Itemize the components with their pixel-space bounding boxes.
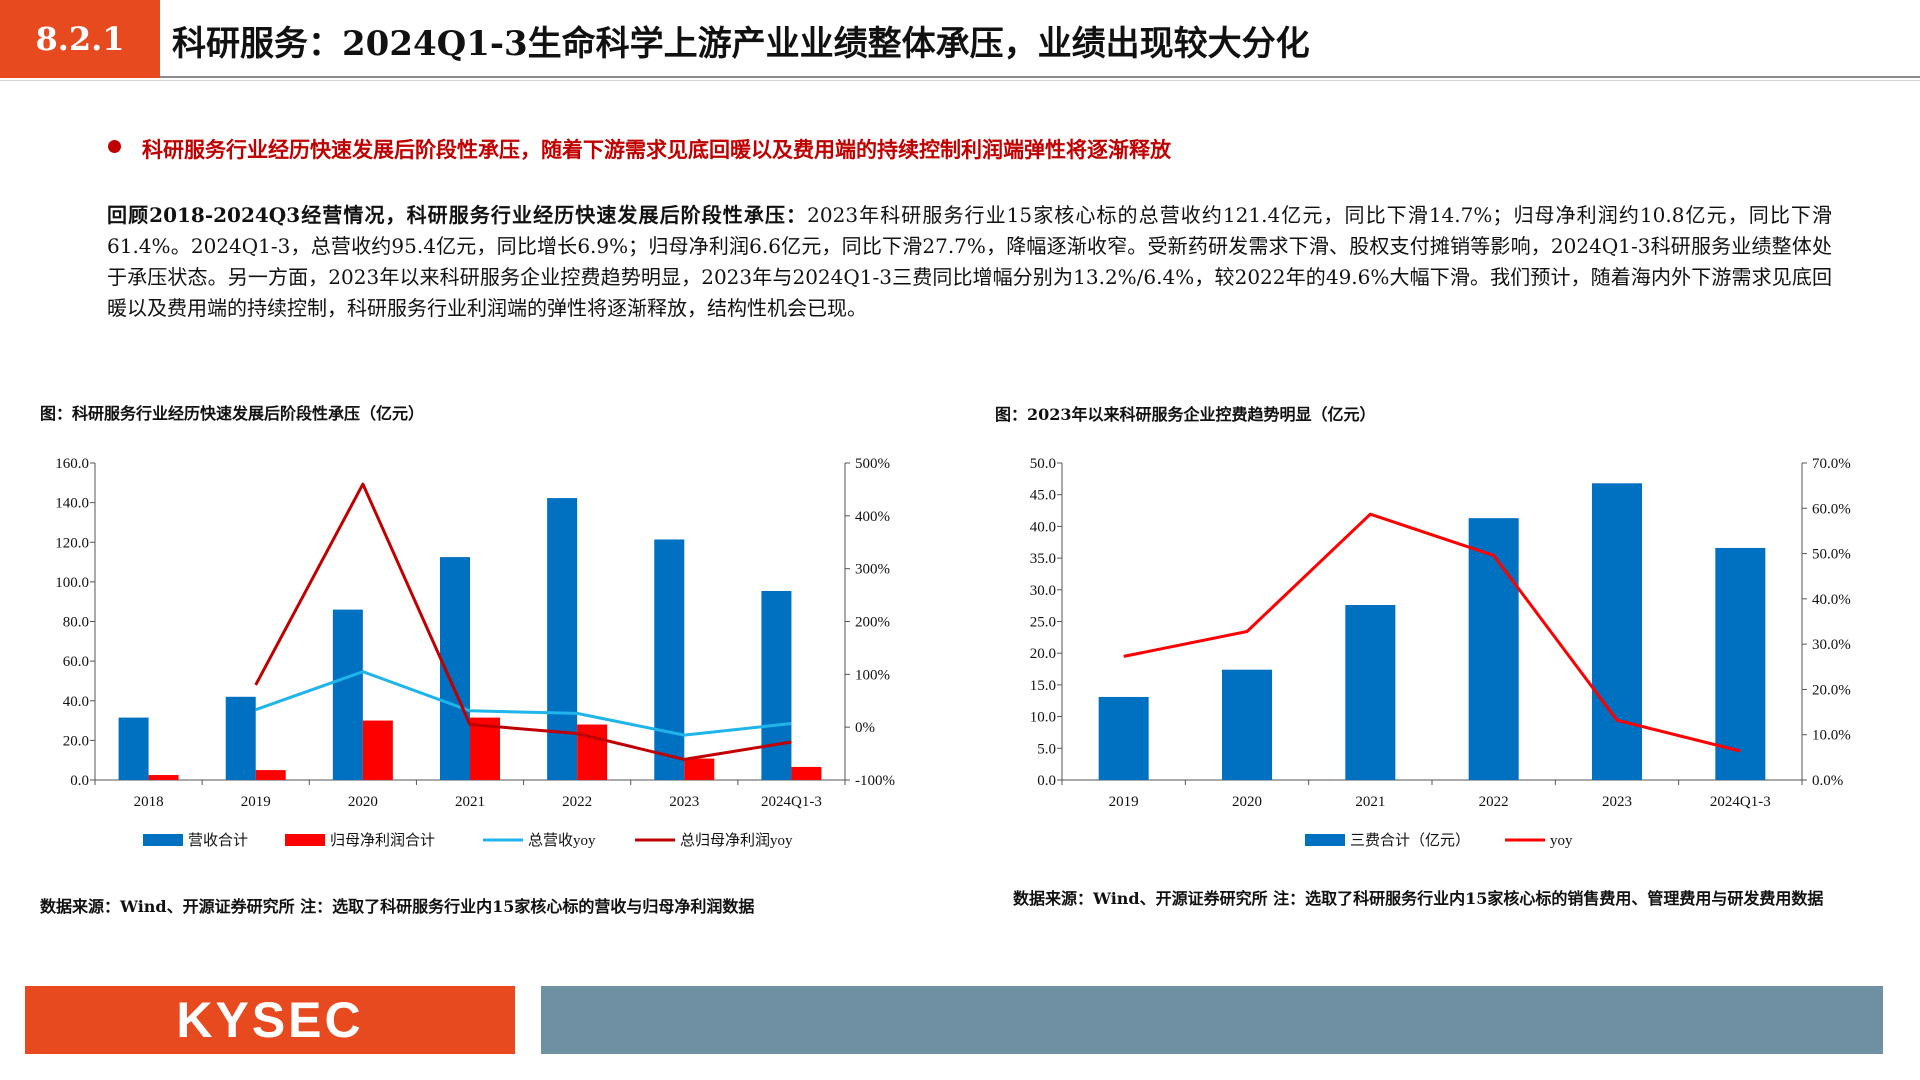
chart2-title: 图：2023年以来科研服务企业控费趋势明显（亿元） bbox=[995, 405, 1376, 424]
chart1-bar-1 bbox=[225, 696, 256, 780]
chart1-bar-2 bbox=[148, 775, 179, 780]
chart1-left-tick-label: 60.0 bbox=[63, 654, 89, 670]
chart1-right-tick-label: 400% bbox=[855, 509, 890, 525]
chart2-right-tick-label: 50.0% bbox=[1812, 547, 1851, 563]
chart1-legend-label: 营收合计 bbox=[188, 832, 248, 849]
summary-paragraph: 回顾2018-2024Q3经营情况，科研服务行业经历快速发展后阶段性承压：202… bbox=[107, 200, 1832, 324]
chart1-left-tick-label: 20.0 bbox=[63, 733, 89, 749]
chart1-legend-label: 总营收yoy bbox=[528, 832, 596, 849]
chart2-right-tick-label: 0.0% bbox=[1812, 773, 1843, 789]
chart1-line-2 bbox=[254, 482, 792, 761]
chart2-bar-1 bbox=[1715, 547, 1766, 780]
bullet-dot-icon bbox=[108, 140, 121, 153]
chart1-x-tick-label: 2020 bbox=[348, 794, 378, 810]
chart1-legend-swatch bbox=[285, 834, 325, 846]
chart1-left-tick-label: 40.0 bbox=[63, 694, 89, 710]
chart2-x-tick-label: 2024Q1-3 bbox=[1710, 794, 1771, 810]
chart1-bar-2 bbox=[577, 724, 608, 780]
chart2-bar-1 bbox=[1345, 605, 1396, 780]
chart1-legend-label: 总归母净利润yoy bbox=[680, 832, 793, 849]
chart1-legend-swatch bbox=[143, 834, 183, 846]
chart2-left-tick-label: 50.0 bbox=[1030, 456, 1056, 472]
chart2-left-tick-label: 25.0 bbox=[1030, 615, 1056, 631]
chart2-x-tick-label: 2021 bbox=[1355, 794, 1385, 810]
chart2-source-note: 数据来源：Wind、开源证券研究所 注：选取了科研服务行业内15家核心标的销售费… bbox=[1013, 889, 1824, 908]
chart2-left-tick-label: 30.0 bbox=[1030, 583, 1056, 599]
chart1-bar-1 bbox=[654, 539, 685, 780]
chart2-bar-1 bbox=[1222, 669, 1272, 780]
chart1-right-tick-label: 300% bbox=[855, 562, 890, 578]
chart1-bar-2 bbox=[362, 720, 393, 780]
chart2-x-tick-label: 2019 bbox=[1109, 794, 1139, 810]
chart2-left-tick-label: 45.0 bbox=[1030, 488, 1056, 504]
chart2-expenses: 0.0 5.0 10.0 15.0 20.0 25.0 30.0 35.0 40.0 45.0 50… bbox=[1030, 456, 1851, 849]
chart1-revenue-profit: 0.0 20.0 40.0 60.0 80.0 100.0 120.0 140.0 160.0 -… bbox=[55, 456, 895, 849]
chart1-bar-1 bbox=[118, 717, 149, 780]
chart1-left-tick-label: 0.0 bbox=[70, 773, 89, 789]
chart1-bar-2 bbox=[684, 758, 715, 780]
chart2-right-tick-label: 40.0% bbox=[1812, 592, 1851, 608]
chart2-left-tick-label: 10.0 bbox=[1030, 710, 1056, 726]
footer-bar bbox=[541, 986, 1883, 1054]
chart1-right-tick-label: 0% bbox=[855, 720, 875, 736]
page-title: 科研服务：2024Q1-3生命科学上游产业业绩整体承压，业绩出现较大分化 bbox=[172, 24, 1310, 64]
chart1-right-tick-label: -100% bbox=[855, 773, 895, 789]
chart1-x-tick-label: 2023 bbox=[669, 794, 699, 810]
chart1-x-tick-label: 2024Q1-3 bbox=[761, 794, 822, 810]
chart2-right-tick-label: 10.0% bbox=[1812, 728, 1851, 744]
chart1-left-tick-label: 140.0 bbox=[55, 496, 89, 512]
chart1-source-note: 数据来源：Wind、开源证券研究所 注：选取了科研服务行业内15家核心标的营收与… bbox=[40, 897, 755, 916]
chart1-left-tick-label: 80.0 bbox=[63, 615, 89, 631]
chart1-x-tick-label: 2021 bbox=[455, 794, 485, 810]
chart1-bar-1 bbox=[332, 609, 363, 780]
header-divider-light bbox=[0, 80, 1920, 81]
chart2-bar-1 bbox=[1468, 518, 1519, 780]
key-point: 科研服务行业经历快速发展后阶段性承压，随着下游需求见底回暖以及费用端的持续控制利… bbox=[142, 137, 1171, 162]
chart2-left-tick-label: 0.0 bbox=[1037, 773, 1056, 789]
chart2-left-tick-label: 20.0 bbox=[1030, 646, 1056, 662]
chart2-legend-swatch bbox=[1305, 834, 1345, 846]
kysec-logo: KYSEC bbox=[25, 986, 515, 1054]
chart1-x-tick-label: 2019 bbox=[241, 794, 271, 810]
chart1-right-tick-label: 100% bbox=[855, 667, 890, 683]
chart2-right-tick-label: 30.0% bbox=[1812, 637, 1851, 653]
chart2-x-tick-label: 2022 bbox=[1479, 794, 1509, 810]
chart2-right-tick-label: 70.0% bbox=[1812, 456, 1851, 472]
chart1-line-1 bbox=[255, 670, 792, 737]
chart2-line-1 bbox=[1123, 512, 1741, 753]
chart2-left-tick-label: 35.0 bbox=[1030, 551, 1056, 567]
chart2-legend-label: yoy bbox=[1550, 833, 1573, 849]
chart2-right-tick-label: 60.0% bbox=[1812, 501, 1851, 517]
chart1-left-tick-label: 100.0 bbox=[55, 575, 89, 591]
header-divider bbox=[160, 76, 1920, 78]
chart1-right-tick-label: 200% bbox=[855, 615, 890, 631]
chart2-bar-1 bbox=[1592, 483, 1642, 780]
chart1-x-tick-label: 2018 bbox=[134, 794, 164, 810]
chart2-left-tick-label: 40.0 bbox=[1030, 519, 1056, 535]
chart1-x-tick-label: 2022 bbox=[562, 794, 592, 810]
chart2-bar-1 bbox=[1098, 696, 1149, 780]
chart1-left-tick-label: 120.0 bbox=[55, 535, 89, 551]
paragraph-body: 2023年科研服务行业15家核心标的总营收约121.4亿元，同比下滑14.7%；… bbox=[107, 203, 1833, 320]
chart1-title: 图：科研服务行业经历快速发展后阶段性承压（亿元） bbox=[40, 404, 425, 423]
section-number: 8.2.1 bbox=[0, 0, 160, 78]
chart1-bar-2 bbox=[791, 766, 822, 780]
chart2-x-tick-label: 2023 bbox=[1602, 794, 1632, 810]
chart2-right-tick-label: 20.0% bbox=[1812, 682, 1851, 698]
paragraph-lead: 回顾2018-2024Q3经营情况，科研服务行业经历快速发展后阶段性承压： bbox=[107, 203, 808, 227]
chart1-bar-1 bbox=[547, 498, 578, 780]
chart1-legend-label: 归母净利润合计 bbox=[330, 832, 435, 849]
chart2-legend-label: 三费合计（亿元） bbox=[1350, 832, 1470, 849]
chart2-left-tick-label: 15.0 bbox=[1030, 678, 1056, 694]
chart2-x-tick-label: 2020 bbox=[1232, 794, 1262, 810]
chart1-bar-1 bbox=[761, 590, 792, 780]
chart2-left-tick-label: 5.0 bbox=[1037, 741, 1056, 757]
chart1-left-tick-label: 160.0 bbox=[55, 456, 89, 472]
chart1-bar-2 bbox=[255, 770, 286, 780]
chart1-right-tick-label: 500% bbox=[855, 456, 890, 472]
